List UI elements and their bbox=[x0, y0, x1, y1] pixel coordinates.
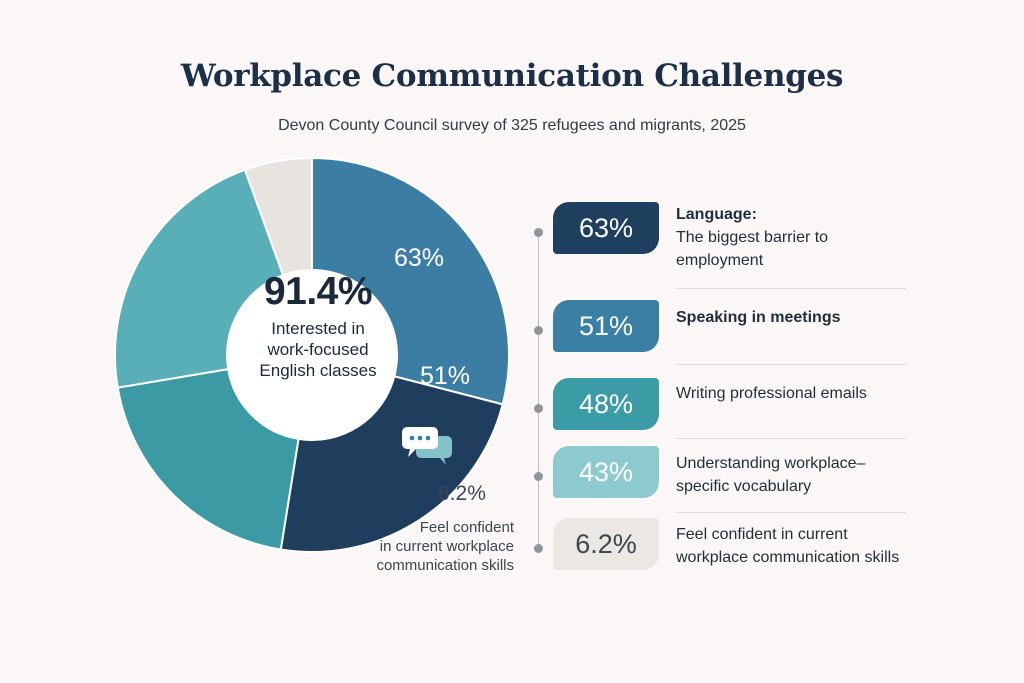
legend-line: Writing professional emails bbox=[676, 385, 867, 402]
annotation-value: 6.2% bbox=[438, 482, 486, 505]
center-label-line: work-focused bbox=[267, 340, 369, 359]
chart-title: Workplace Communication Challenges bbox=[180, 58, 844, 94]
timeline-dot bbox=[534, 228, 543, 237]
center-label-line: Interested in bbox=[271, 319, 365, 338]
legend-value-badge: 63% bbox=[553, 202, 659, 254]
legend-divider bbox=[676, 364, 906, 365]
legend-item: 43% Understanding workplace– specific vo… bbox=[0, 446, 1024, 508]
legend-title: Language: bbox=[676, 206, 757, 223]
chat-bubbles-icon bbox=[402, 427, 452, 465]
legend-line: employment bbox=[676, 252, 764, 269]
legend-line: Feel confident in current bbox=[676, 526, 848, 543]
legend-text: Language: The biggest barrier to employm… bbox=[676, 203, 926, 272]
legend-line: workplace communication skills bbox=[676, 549, 900, 566]
timeline-dot bbox=[534, 404, 543, 413]
chart-subtitle: Devon County Council survey of 325 refug… bbox=[278, 117, 746, 134]
center-label-line: English classes bbox=[259, 361, 377, 380]
legend-divider bbox=[676, 512, 906, 513]
segment-label-63: 63% bbox=[394, 244, 445, 272]
legend-value-badge: 51% bbox=[553, 300, 659, 352]
legend-line: Understanding workplace– bbox=[676, 455, 866, 472]
legend-text: Understanding workplace– specific vocabu… bbox=[676, 452, 926, 498]
annotation-label-line: communication skills bbox=[376, 557, 514, 574]
legend-divider bbox=[676, 288, 906, 289]
timeline-dot bbox=[534, 544, 543, 553]
annotation-label-line: Feel confident bbox=[419, 519, 514, 536]
donut-center-hole bbox=[227, 270, 397, 440]
legend-text: Speaking in meetings bbox=[676, 306, 926, 329]
legend-line: specific vocabulary bbox=[676, 478, 812, 495]
legend-value-badge: 43% bbox=[553, 446, 659, 498]
legend-text: Writing professional emails bbox=[676, 382, 926, 405]
legend-value-badge: 6.2% bbox=[553, 518, 659, 570]
segment-label-51: 51% bbox=[420, 362, 471, 390]
legend-divider bbox=[676, 438, 906, 439]
legend-value-badge: 48% bbox=[553, 378, 659, 430]
donut-segment-1 bbox=[279, 375, 504, 553]
center-summary: 91.4% Interested in work-focused English… bbox=[228, 270, 408, 381]
annotation-label: Feel confident in current workplace comm… bbox=[338, 518, 514, 575]
annotation-label-line: in current workplace bbox=[379, 538, 514, 555]
center-label: Interested in work-focused English class… bbox=[228, 318, 408, 381]
legend-line: The biggest barrier to bbox=[676, 229, 829, 246]
legend-item: 63% Language: The biggest barrier to emp… bbox=[0, 202, 1024, 269]
legend-item: 6.2% Feel confident in current workplace… bbox=[0, 518, 1024, 580]
legend-text: Feel confident in current workplace comm… bbox=[676, 523, 926, 569]
timeline-dot bbox=[534, 326, 543, 335]
timeline-line bbox=[538, 230, 539, 550]
legend-title: Speaking in meetings bbox=[676, 309, 841, 326]
center-value: 91.4% bbox=[263, 270, 373, 313]
timeline-dot bbox=[534, 472, 543, 481]
legend-item: 51% Speaking in meetings bbox=[0, 300, 1024, 362]
legend-item: 48% Writing professional emails bbox=[0, 378, 1024, 440]
